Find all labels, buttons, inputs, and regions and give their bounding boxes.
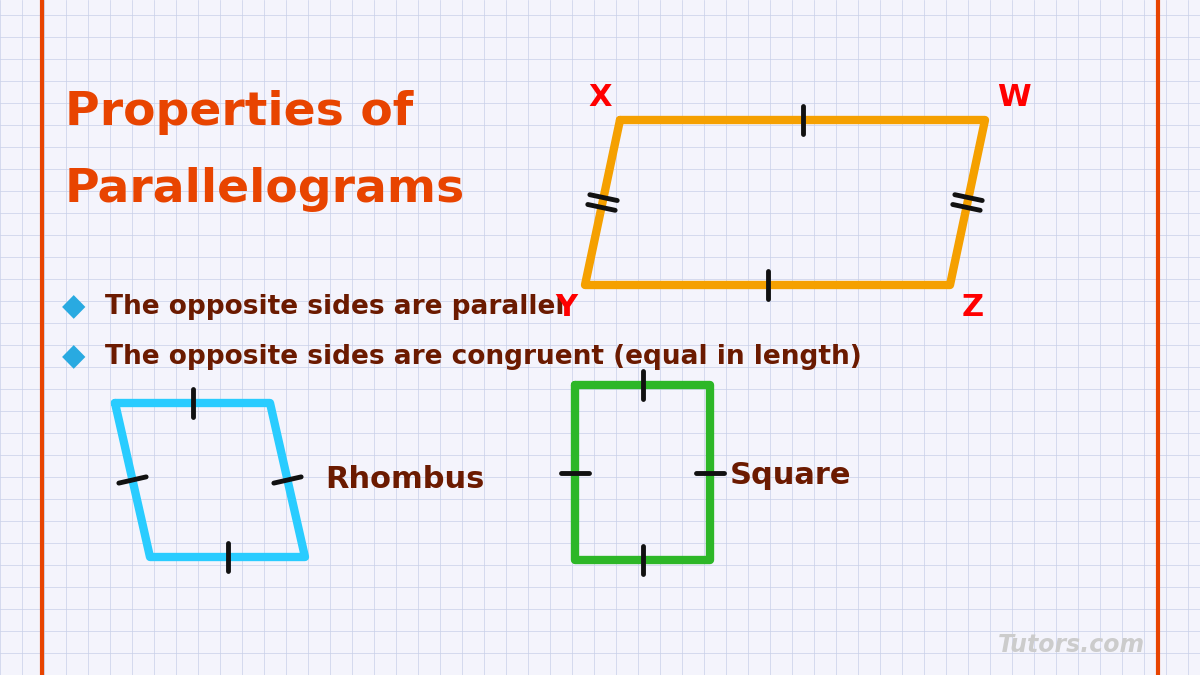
Text: Square: Square: [730, 460, 852, 489]
Text: Tutors.com: Tutors.com: [998, 633, 1145, 657]
Text: Y: Y: [554, 293, 577, 322]
Text: The opposite sides are parallel: The opposite sides are parallel: [106, 294, 564, 320]
Text: Z: Z: [962, 293, 984, 322]
Text: X: X: [588, 83, 612, 112]
Text: Parallelograms: Parallelograms: [65, 167, 466, 212]
Text: Rhombus: Rhombus: [325, 466, 485, 495]
Text: Properties of: Properties of: [65, 90, 413, 135]
Text: ◆: ◆: [62, 342, 85, 371]
Text: ◆: ◆: [62, 292, 85, 321]
Text: The opposite sides are congruent (equal in length): The opposite sides are congruent (equal …: [106, 344, 862, 370]
Text: W: W: [997, 83, 1031, 112]
